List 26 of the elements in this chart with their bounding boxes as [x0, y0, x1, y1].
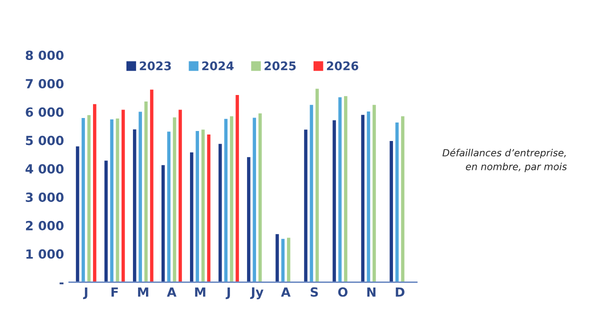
- x-tick-label: A: [166, 287, 176, 297]
- y-tick-label: 7 000: [26, 78, 64, 88]
- x-tick-label: Jy: [250, 287, 264, 300]
- legend-label: 2025: [264, 61, 296, 70]
- text: Défaillances d’entreprise, en nombre, par mois: [442, 148, 567, 172]
- y-tick-label: 1 000: [26, 249, 64, 259]
- y-tick-label: 3 000: [26, 192, 64, 202]
- x-tick-label: J: [226, 287, 230, 300]
- x-tick-label: N: [367, 287, 376, 297]
- y-tick-label: 6 000: [26, 107, 64, 117]
- y-tick-label: 4 000: [26, 164, 64, 174]
- x-tick-label: F: [112, 287, 118, 297]
- y-tick-label: 8 000: [26, 50, 64, 60]
- x-tick-label: A: [281, 287, 291, 297]
- y-tick-label: 2 000: [26, 220, 64, 230]
- legend-label: 2023: [140, 61, 171, 70]
- x-tick-label: J: [83, 287, 88, 300]
- legend-label: 2026: [326, 61, 358, 70]
- x-tick-label: S: [310, 287, 318, 297]
- legend-label: 2024: [202, 61, 234, 70]
- y-tick-label: 5 000: [26, 136, 64, 146]
- x-tick-label: M: [195, 287, 206, 297]
- x-tick-label: M: [138, 287, 148, 297]
- x-tick-label: O: [338, 287, 348, 297]
- x-tick-label: D: [396, 287, 404, 297]
- y-tick-label: -: [60, 282, 64, 284]
